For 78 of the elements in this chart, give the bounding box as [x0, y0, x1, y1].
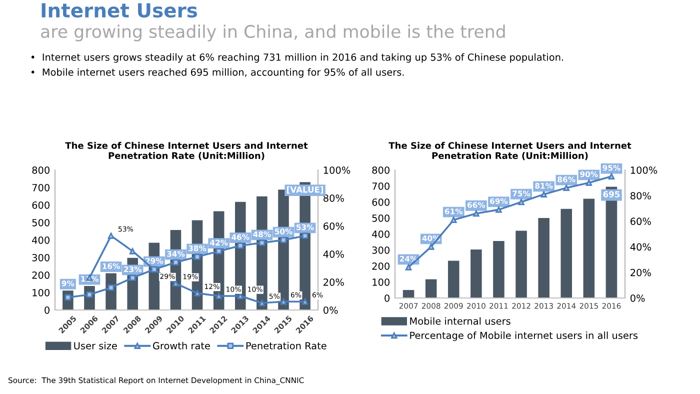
bar: [516, 230, 527, 298]
y-tick-label: 300: [372, 246, 390, 254]
bar: [538, 218, 550, 298]
y-tick-label: 400: [32, 236, 50, 244]
y-tick-label: 600: [372, 198, 390, 206]
point: [172, 280, 179, 287]
point: [129, 274, 136, 281]
y-tick-label: 300: [32, 254, 50, 262]
point: [563, 184, 570, 192]
bar: [402, 290, 414, 298]
legend-label: User size: [74, 342, 117, 350]
point: [280, 236, 287, 244]
y-tick-label: 500: [32, 218, 50, 226]
y-tick-label: 800: [32, 166, 50, 174]
bar: [425, 279, 437, 298]
point: [108, 284, 114, 291]
point: [258, 240, 266, 246]
point: [129, 248, 136, 254]
point: [194, 254, 200, 260]
bar: [493, 241, 504, 298]
y-tick-label: 500: [372, 214, 390, 222]
y2-tick-label: 40%: [323, 250, 344, 258]
legend-label: Penetration Rate: [246, 342, 326, 350]
y-tick-label: 700: [32, 184, 50, 192]
y2-tick-label: 60%: [630, 218, 651, 226]
point: [258, 300, 266, 306]
y-tick-label: 200: [372, 262, 390, 270]
legend-label: Mobile internal users: [410, 317, 510, 325]
point: [518, 198, 524, 206]
bar: [560, 208, 572, 298]
point: [237, 242, 244, 249]
point: [216, 292, 222, 300]
point: [405, 264, 412, 270]
point: [473, 210, 480, 217]
point: [540, 191, 547, 198]
y-tick-label: 400: [372, 230, 390, 238]
text: • Internet users grows steadily at 6% reaching 731 million in 2016 and taking up 53% of Chinese population.: [31, 53, 564, 63]
chart-title: The Size of Chinese Internet Users and Internet Penetration Rate (Unit:Million): [65, 142, 308, 160]
data-label: [VALUE]: [287, 186, 324, 194]
text: are growing steadily in China, and mobile is the trend: [41, 24, 505, 42]
point: [586, 180, 592, 186]
bar: [583, 198, 595, 298]
point: [428, 244, 434, 250]
bar: [470, 250, 482, 298]
y-tick-label: 0: [384, 294, 390, 302]
y-tick-label: 600: [32, 201, 50, 209]
point: [237, 292, 244, 300]
y2-tick-label: 80%: [630, 192, 651, 200]
y2-tick-label: 20%: [630, 268, 651, 276]
y-tick-label: 700: [372, 182, 390, 190]
point: [450, 216, 457, 224]
text: • Mobile internet users reached 695 million, accounting for 95% of all users.: [31, 68, 404, 78]
y2-tick-label: 40%: [630, 243, 651, 251]
y-tick-label: 100: [32, 288, 50, 296]
point: [608, 173, 615, 180]
y2-tick-label: 100%: [630, 166, 658, 174]
text: Internet Users: [42, 3, 198, 18]
bar: [448, 260, 460, 298]
y2-tick-label: 100%: [324, 166, 350, 174]
point: [216, 248, 222, 254]
point: [108, 232, 114, 239]
y-tick-label: 0: [44, 306, 50, 314]
y2-tick-label: 60%: [324, 222, 344, 230]
y2-tick-label: 0%: [324, 306, 338, 314]
y2-tick-label: 80%: [324, 194, 344, 202]
chart-title: The Size of Chinese Internet Users and Internet Penetration Rate (Unit:Million): [388, 142, 632, 160]
data-label: 695: [603, 191, 620, 198]
legend-label: Growth rate: [152, 342, 210, 350]
point: [280, 298, 287, 305]
point: [302, 232, 308, 239]
y-tick-label: 100: [372, 278, 390, 286]
point: [172, 259, 179, 266]
y2-tick-label: 0%: [630, 294, 645, 302]
legend-label: Percentage of Mobile internet users in all users: [410, 332, 638, 341]
y2-tick-label: 20%: [324, 278, 344, 286]
y-tick-label: 800: [372, 166, 390, 174]
y-tick-label: 200: [32, 271, 50, 279]
point: [302, 298, 308, 305]
